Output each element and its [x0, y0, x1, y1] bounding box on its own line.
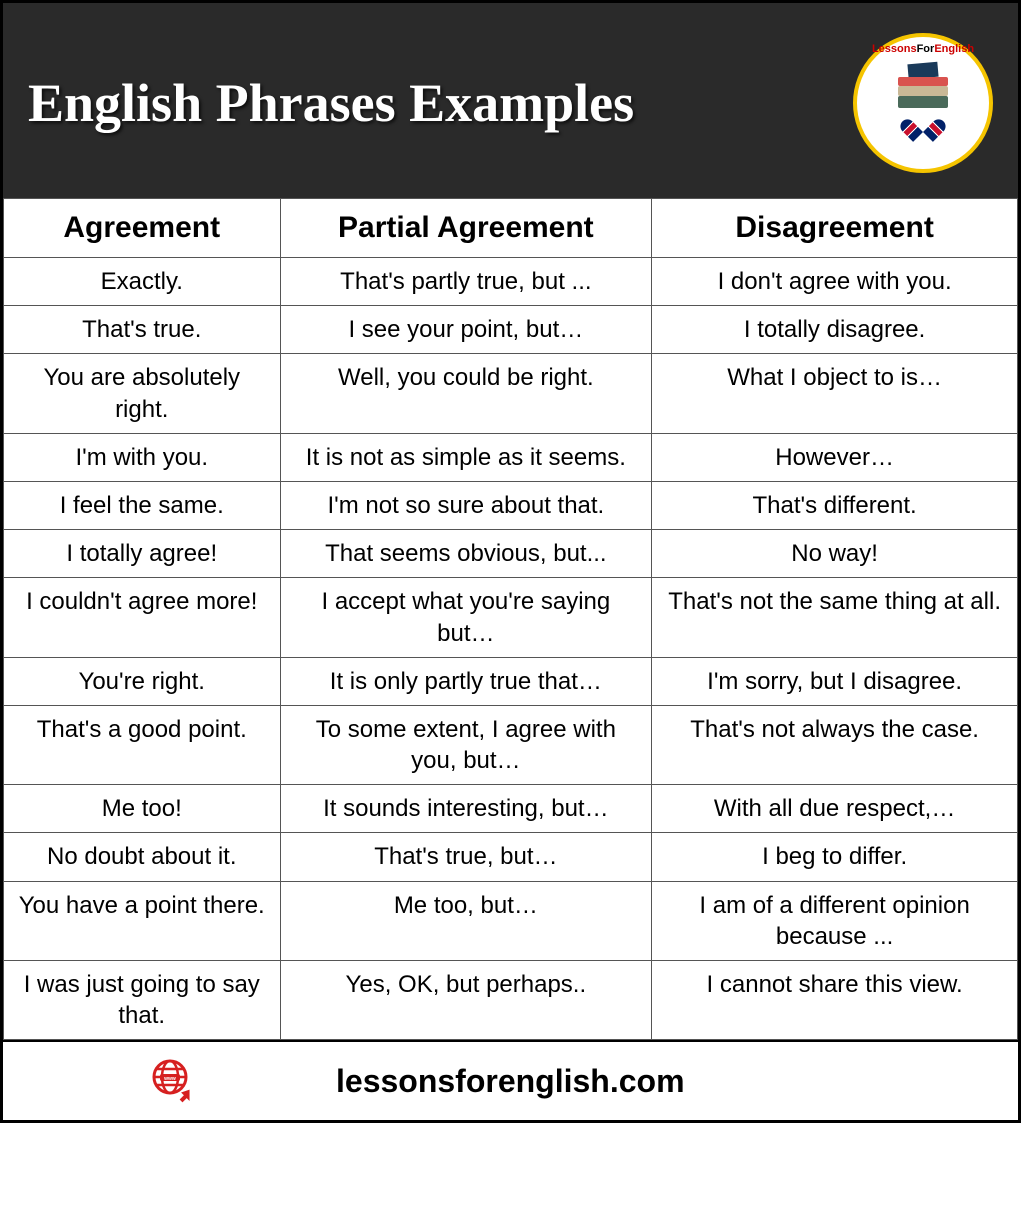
- table-row: I feel the same.I'm not so sure about th…: [4, 481, 1018, 529]
- table-row: Me too!It sounds interesting, but…With a…: [4, 785, 1018, 833]
- table-cell: That's not always the case.: [652, 705, 1018, 784]
- table-cell: That's different.: [652, 481, 1018, 529]
- table-cell: I don't agree with you.: [652, 258, 1018, 306]
- table-cell: That's true, but…: [280, 833, 652, 881]
- table-cell: What I object to is…: [652, 354, 1018, 433]
- table-cell: It is not as simple as it seems.: [280, 433, 652, 481]
- table-row: That's true.I see your point, but…I tota…: [4, 306, 1018, 354]
- table-cell: With all due respect,…: [652, 785, 1018, 833]
- table-cell: I'm with you.: [4, 433, 281, 481]
- table-row: I was just going to say that.Yes, OK, bu…: [4, 961, 1018, 1040]
- table-row: I couldn't agree more!I accept what you'…: [4, 578, 1018, 657]
- table-row: You are absolutely right.Well, you could…: [4, 354, 1018, 433]
- table-cell: I accept what you're saying but…: [280, 578, 652, 657]
- table-cell: It is only partly true that…: [280, 657, 652, 705]
- table-cell: Me too, but…: [280, 881, 652, 960]
- table-cell: I beg to differ.: [652, 833, 1018, 881]
- table-cell: No doubt about it.: [4, 833, 281, 881]
- page-title: English Phrases Examples: [28, 72, 634, 134]
- table-cell: It sounds interesting, but…: [280, 785, 652, 833]
- column-header-disagreement: Disagreement: [652, 199, 1018, 258]
- table-cell: I totally agree!: [4, 530, 281, 578]
- table-row: No doubt about it.That's true, but…I beg…: [4, 833, 1018, 881]
- table-row: I'm with you.It is not as simple as it s…: [4, 433, 1018, 481]
- table-header-row: Agreement Partial Agreement Disagreement: [4, 199, 1018, 258]
- table-cell: I'm not so sure about that.: [280, 481, 652, 529]
- table-row: You're right.It is only partly true that…: [4, 657, 1018, 705]
- table-cell: You are absolutely right.: [4, 354, 281, 433]
- header: English Phrases Examples LessonsForEngli…: [3, 3, 1018, 198]
- table-cell: I cannot share this view.: [652, 961, 1018, 1040]
- uk-heart-icon: [909, 110, 937, 134]
- table-cell: I'm sorry, but I disagree.: [652, 657, 1018, 705]
- table-cell: I couldn't agree more!: [4, 578, 281, 657]
- table-cell: You have a point there.: [4, 881, 281, 960]
- table-cell: That's true.: [4, 306, 281, 354]
- infographic-container: English Phrases Examples LessonsForEngli…: [0, 0, 1021, 1123]
- table-cell: Me too!: [4, 785, 281, 833]
- logo-graphic: [898, 73, 948, 134]
- table-cell: You're right.: [4, 657, 281, 705]
- phrases-table: Agreement Partial Agreement Disagreement…: [3, 198, 1018, 1040]
- table-cell: That's not the same thing at all.: [652, 578, 1018, 657]
- table-row: I totally agree!That seems obvious, but.…: [4, 530, 1018, 578]
- table-row: Exactly.That's partly true, but ...I don…: [4, 258, 1018, 306]
- footer-url: lessonsforenglish.com: [336, 1063, 685, 1100]
- footer: www lessonsforenglish.com: [3, 1040, 1018, 1120]
- table-cell: That's a good point.: [4, 705, 281, 784]
- table-cell: I am of a different opinion because ...: [652, 881, 1018, 960]
- globe-www-icon: www: [148, 1057, 196, 1105]
- table-row: You have a point there.Me too, but…I am …: [4, 881, 1018, 960]
- table-cell: Exactly.: [4, 258, 281, 306]
- table-cell: To some extent, I agree with you, but…: [280, 705, 652, 784]
- table-cell: Well, you could be right.: [280, 354, 652, 433]
- site-logo: LessonsForEnglish: [853, 33, 993, 173]
- table-row: That's a good point.To some extent, I ag…: [4, 705, 1018, 784]
- table-cell: However…: [652, 433, 1018, 481]
- svg-text:www: www: [163, 1076, 176, 1082]
- books-icon: [898, 73, 948, 108]
- table-cell: Yes, OK, but perhaps..: [280, 961, 652, 1040]
- table-cell: That's partly true, but ...: [280, 258, 652, 306]
- table-cell: I see your point, but…: [280, 306, 652, 354]
- column-header-agreement: Agreement: [4, 199, 281, 258]
- column-header-partial: Partial Agreement: [280, 199, 652, 258]
- table-cell: That seems obvious, but...: [280, 530, 652, 578]
- table-cell: I totally disagree.: [652, 306, 1018, 354]
- table-cell: No way!: [652, 530, 1018, 578]
- logo-text-top: LessonsForEnglish: [857, 43, 989, 55]
- table-cell: I was just going to say that.: [4, 961, 281, 1040]
- table-cell: I feel the same.: [4, 481, 281, 529]
